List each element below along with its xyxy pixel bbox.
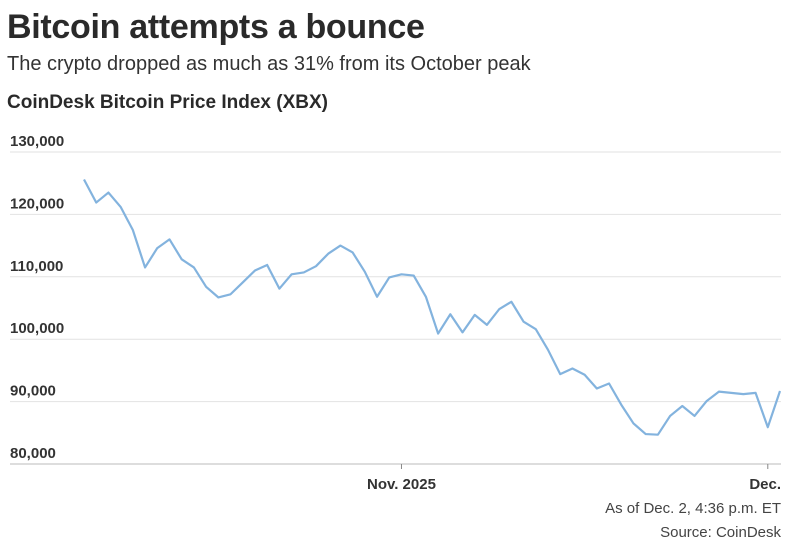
series [83,178,782,436]
as-of-note: As of Dec. 2, 4:36 p.m. ET [605,500,781,517]
y-tick-label: 100,000 [10,320,64,337]
y-tick-label: 130,000 [10,133,64,150]
source-note: Source: CoinDesk [660,524,781,541]
series-title: CoinDesk Bitcoin Price Index (XBX) [7,92,328,113]
y-axis: 80,000 90,000 100,000 110,000 120,000 130,000 [10,133,64,462]
x-axis: Nov. 2025 Dec. [367,464,781,493]
chart-subtitle: The crypto dropped as much as 31% from i… [7,53,531,75]
gridlines [10,151,781,465]
chart-title: Bitcoin attempts a bounce [7,8,425,46]
y-tick-label: 120,000 [10,195,64,212]
x-tick-label: Nov. 2025 [367,476,436,493]
y-tick-label: 90,000 [10,383,56,400]
price-line [83,178,782,436]
y-tick-label: 80,000 [10,445,56,462]
y-tick-label: 110,000 [10,258,63,275]
x-tick-label: Dec. [749,476,781,493]
